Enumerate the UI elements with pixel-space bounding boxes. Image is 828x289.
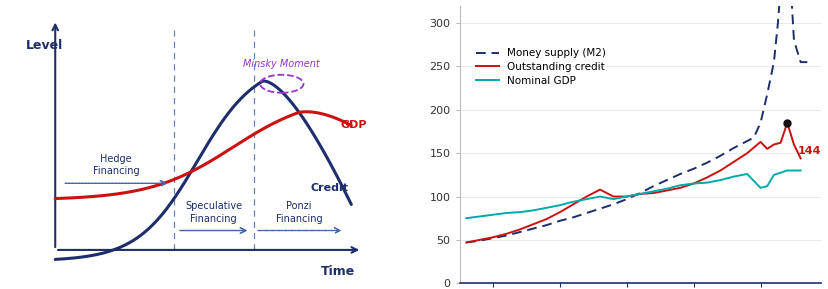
Text: GDP: GDP (340, 121, 367, 130)
Legend: Money supply (M2), Outstanding credit, Nominal GDP: Money supply (M2), Outstanding credit, N… (471, 44, 609, 90)
Money supply (M2) (661, 178, 671, 182)
Money supply (M2) (701, 161, 711, 164)
Outstanding credit (608, 195, 618, 198)
Nominal GDP (768, 173, 778, 177)
Nominal GDP (541, 206, 551, 210)
Nominal GDP (461, 216, 471, 220)
Money supply (M2) (568, 216, 578, 219)
Outstanding credit (514, 228, 524, 231)
Nominal GDP (474, 215, 484, 218)
Nominal GDP (568, 200, 578, 203)
Money supply (M2) (647, 184, 657, 188)
Outstanding credit (581, 195, 591, 198)
Nominal GDP (554, 203, 564, 207)
Money supply (M2) (761, 92, 771, 96)
Nominal GDP (754, 186, 764, 190)
Outstanding credit (795, 157, 805, 160)
Outstanding credit (741, 151, 751, 155)
Text: Hedge
Financing: Hedge Financing (93, 154, 139, 176)
Nominal GDP (527, 209, 537, 212)
Nominal GDP (795, 169, 805, 172)
Nominal GDP (581, 197, 591, 201)
Money supply (M2) (554, 219, 564, 223)
Money supply (M2) (768, 60, 778, 64)
Money supply (M2) (688, 167, 698, 171)
Nominal GDP (741, 172, 751, 176)
Outstanding credit (768, 143, 778, 146)
Money supply (M2) (595, 207, 604, 210)
Outstanding credit (527, 223, 537, 226)
Line: Outstanding credit: Outstanding credit (466, 123, 800, 242)
Money supply (M2) (795, 60, 805, 64)
Outstanding credit (595, 188, 604, 191)
Money supply (M2) (474, 239, 484, 242)
Nominal GDP (608, 197, 618, 201)
Money supply (M2) (541, 223, 551, 227)
Money supply (M2) (772, 21, 782, 25)
Outstanding credit (675, 186, 685, 190)
Outstanding credit (728, 160, 738, 164)
Outstanding credit (701, 176, 711, 179)
Money supply (M2) (802, 60, 811, 64)
Money supply (M2) (514, 230, 524, 234)
Money supply (M2) (527, 227, 537, 230)
Nominal GDP (728, 175, 738, 178)
Line: Money supply (M2): Money supply (M2) (466, 0, 806, 242)
Nominal GDP (761, 184, 771, 188)
Money supply (M2) (748, 136, 758, 139)
Text: Ponzi
Financing: Ponzi Financing (275, 201, 322, 224)
Outstanding credit (501, 232, 511, 236)
Text: Speculative
Financing: Speculative Financing (185, 201, 242, 224)
Outstanding credit (621, 195, 631, 198)
Money supply (M2) (621, 197, 631, 201)
Text: Credit: Credit (310, 183, 349, 193)
Outstanding credit (461, 241, 471, 244)
Outstanding credit (541, 217, 551, 221)
Nominal GDP (621, 195, 631, 198)
Money supply (M2) (581, 211, 591, 215)
Outstanding credit (647, 191, 657, 195)
Text: Minsky Moment: Minsky Moment (243, 58, 320, 68)
Money supply (M2) (728, 146, 738, 150)
Money supply (M2) (488, 236, 498, 240)
Money supply (M2) (788, 39, 798, 42)
Text: 144: 144 (797, 146, 821, 156)
Outstanding credit (782, 121, 792, 125)
Nominal GDP (514, 210, 524, 214)
Outstanding credit (568, 203, 578, 206)
Nominal GDP (661, 187, 671, 190)
Money supply (M2) (754, 121, 764, 125)
Outstanding credit (554, 210, 564, 214)
Outstanding credit (754, 140, 764, 144)
Line: Nominal GDP: Nominal GDP (466, 171, 800, 218)
Nominal GDP (675, 184, 685, 187)
Text: Time: Time (320, 265, 354, 278)
Text: Level: Level (26, 39, 64, 52)
Outstanding credit (775, 141, 785, 144)
Nominal GDP (701, 181, 711, 184)
Money supply (M2) (715, 154, 724, 158)
Money supply (M2) (501, 234, 511, 237)
Money supply (M2) (634, 191, 644, 195)
Outstanding credit (474, 238, 484, 242)
Nominal GDP (782, 169, 792, 172)
Outstanding credit (688, 182, 698, 185)
Nominal GDP (501, 211, 511, 215)
Nominal GDP (715, 178, 724, 182)
Money supply (M2) (675, 172, 685, 176)
Outstanding credit (661, 189, 671, 192)
Nominal GDP (634, 192, 644, 196)
Nominal GDP (647, 190, 657, 193)
Outstanding credit (634, 192, 644, 196)
Outstanding credit (488, 236, 498, 239)
Outstanding credit (761, 147, 771, 151)
Outstanding credit (788, 143, 798, 146)
Nominal GDP (595, 195, 604, 198)
Outstanding credit (715, 169, 724, 172)
Money supply (M2) (741, 139, 751, 143)
Money supply (M2) (608, 203, 618, 206)
Money supply (M2) (461, 241, 471, 244)
Nominal GDP (488, 213, 498, 216)
Nominal GDP (688, 182, 698, 185)
